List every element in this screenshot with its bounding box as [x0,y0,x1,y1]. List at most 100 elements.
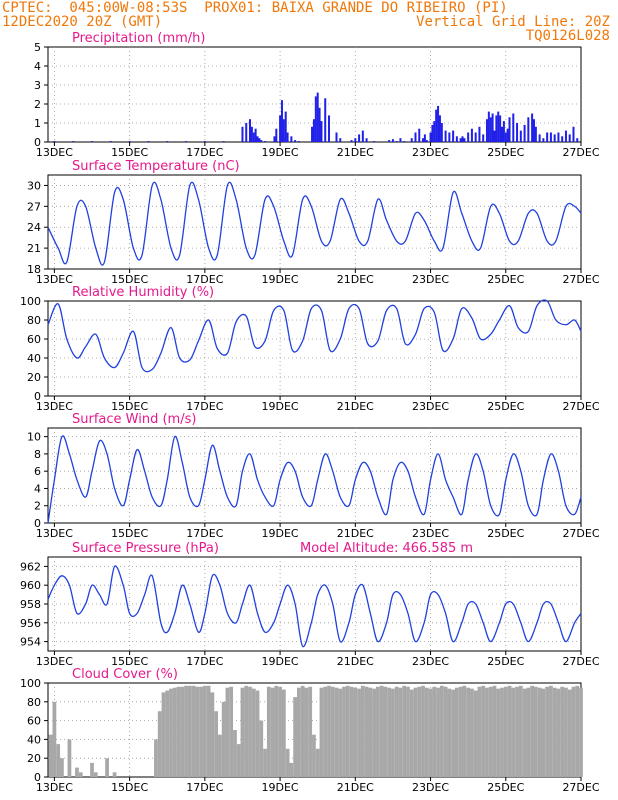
cloud-bar [157,711,162,777]
precip-bar [501,126,504,142]
x-tick-label: 15DEC [111,400,148,413]
precip-bar [373,141,376,142]
precip-bar [350,140,353,142]
cloud-bar [406,686,410,777]
panel-title: Surface Pressure (hPa) [72,541,219,556]
cloud-bar [545,686,550,777]
cloud-bar [488,686,493,777]
cloud-bar [413,687,418,777]
cloud-bar [60,758,64,777]
x-tick-label: 23DEC [412,655,449,668]
x-tick-label: 23DEC [412,400,449,413]
cloud-bar [518,685,523,777]
panel-frame [47,427,582,524]
precip-bar [391,139,394,142]
cloud-bar [579,687,583,777]
cloud-bar [274,685,279,777]
precip-bar [478,126,481,142]
y-tick-label: 0 [34,390,41,403]
precip-bar [185,141,188,142]
cloud-bar [353,687,358,777]
precip-bar [339,138,342,142]
cloud-bar [225,687,230,777]
precip-bar [470,128,473,142]
cloud-bar [176,686,181,777]
cloud-bar [470,688,474,777]
cloud-bar [530,685,534,777]
cloud-bar [541,688,546,777]
cloud-bar [368,687,373,777]
precip-bar [258,138,261,142]
cloud-bar [289,762,294,777]
header-run-date: 12DEC2020 20Z (GMT) [2,14,163,30]
cloud-bar [48,734,53,777]
cloud-bar [473,690,478,777]
precip-bar [318,107,321,142]
cloud-bar [187,685,192,777]
panel-title: Surface Temperature (nC) [72,159,240,174]
precip-bar [459,138,462,142]
precip-bar [482,134,485,142]
precip-bar [576,138,579,142]
precip-bar [553,134,556,142]
cloud-bar [398,687,403,777]
precip-bar [504,132,507,142]
y-tick-label: 20 [27,752,41,765]
cloud-bar [567,689,572,777]
cloud-bar [466,687,471,777]
precip-bar [72,141,75,142]
precip-bar [327,115,330,142]
y-tick-label: 2 [34,500,41,513]
precip-bar [279,115,282,142]
x-tick-label: 15DEC [111,655,148,668]
precip-bar [254,128,257,142]
cloud-bar [285,748,290,777]
y-tick-label: 6 [34,465,41,478]
x-tick-label: 19DEC [262,655,299,668]
x-tick-label: 25DEC [487,781,524,794]
series-line [47,299,582,373]
precip-bar [290,136,293,142]
x-tick-label: 15DEC [111,527,148,540]
cloud-bar [169,688,173,777]
precip-bar [557,132,560,142]
y-tick-label: 24 [27,221,41,234]
precip-bar [166,141,169,142]
x-tick-label: 13DEC [36,400,73,413]
cloud-bar [255,690,260,777]
cloud-bar [372,688,376,777]
precip-bar [418,128,421,142]
precip-bar [203,141,206,142]
y-tick-label: 100 [20,295,41,308]
panel-frame [47,174,582,270]
cloud-bar [417,686,422,777]
cloud-bar [172,687,177,777]
cloud-bar [454,687,459,777]
cloud-bar [297,687,301,777]
precip-bar [91,141,94,142]
cloud-bar [349,686,354,777]
y-tick-label: 960 [20,579,41,592]
precip-bar [422,138,425,142]
cloud-bar [248,686,252,777]
cloud-bar [251,688,256,777]
y-tick-label: 2 [34,98,41,111]
cloud-bar [485,687,489,777]
x-tick-label: 21DEC [337,527,374,540]
panel-frame [47,556,582,652]
precip-bar [358,134,361,142]
precip-bar [252,132,255,142]
x-tick-label: 17DEC [186,400,223,413]
x-tick-label: 27DEC [562,655,599,668]
y-tick-label: 100 [20,677,41,690]
cloud-bar [206,685,211,777]
precip-bar [324,98,327,142]
precip-bar [519,130,522,142]
x-tick-label: 19DEC [262,527,299,540]
y-tick-label: 40 [27,352,41,365]
cloud-bar [515,686,519,777]
cloud-bar [210,692,215,777]
cloud-bar [481,685,486,777]
precip-bar [437,105,440,142]
cloud-bar [526,687,531,777]
